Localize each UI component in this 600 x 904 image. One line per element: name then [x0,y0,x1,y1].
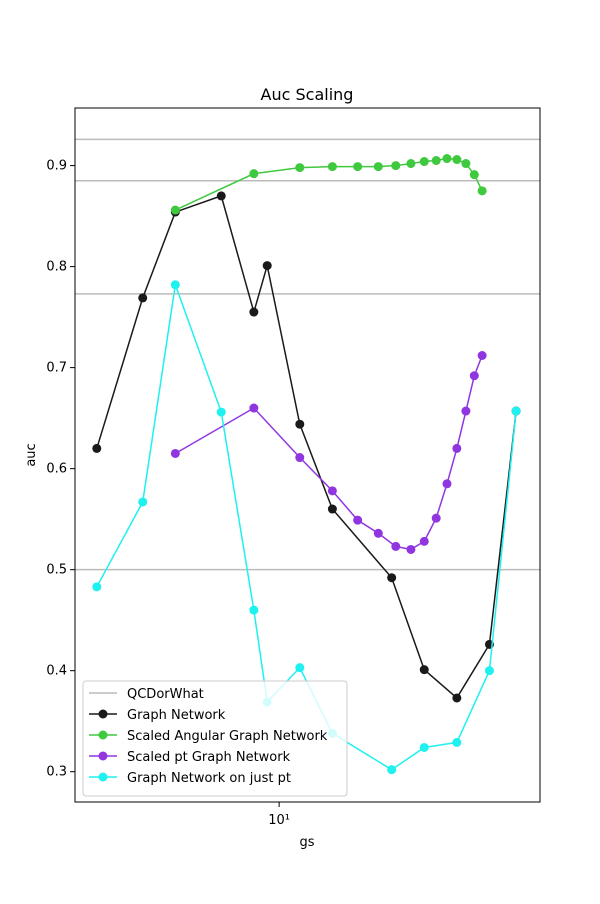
y-tick-label: 0.6 [46,462,67,477]
marker [419,742,429,752]
marker [249,403,259,413]
marker [138,497,148,507]
marker [452,443,462,453]
marker [461,159,471,169]
marker [373,162,383,172]
legend-marker [98,709,108,719]
y-tick-label: 0.3 [46,765,67,780]
marker [327,486,337,496]
marker [469,371,479,381]
marker [477,186,487,196]
y-axis-label: auc [24,443,39,466]
chart-title: Auc Scaling [261,85,354,104]
plot-frame [74,107,541,803]
y-tick-label: 0.4 [46,664,67,679]
marker [295,163,305,173]
y-tick-label: 0.9 [46,159,67,174]
marker [442,154,452,164]
marker [216,191,226,201]
y-tick-label: 0.5 [46,563,67,578]
marker [469,170,479,180]
marker [391,161,401,171]
marker [406,159,416,169]
marker [406,544,416,554]
marker [295,453,305,463]
marker [295,663,305,673]
marker [353,162,363,172]
marker [431,513,441,523]
marker [249,307,259,317]
marker [327,162,337,172]
marker [391,541,401,551]
marker [170,280,180,290]
marker [431,156,441,166]
marker [295,419,305,429]
marker [419,665,429,675]
marker [452,155,462,165]
marker [387,765,397,775]
marker [249,169,259,179]
marker [92,443,102,453]
marker [373,528,383,538]
marker [419,157,429,167]
legend-marker [98,772,108,782]
marker [442,479,452,489]
legend-box [82,680,348,797]
marker [353,515,363,525]
marker [419,536,429,546]
marker [452,737,462,747]
marker [484,666,494,676]
x-axis-label: gs [299,835,314,850]
y-tick-label: 0.7 [46,361,67,376]
legend-marker [98,751,108,761]
marker [249,605,259,615]
marker [92,582,102,592]
y-tick-label: 0.8 [46,260,67,275]
legend-label: Scaled Angular Graph Network [127,729,328,744]
marker [170,448,180,458]
marker [477,350,487,360]
marker [262,261,272,271]
marker [170,205,180,215]
legend-label: Graph Network [127,708,226,723]
x-tick-label: 10¹ [268,813,290,828]
legend-label: Scaled pt Graph Network [127,750,291,765]
legend-marker [98,730,108,740]
marker [138,293,148,303]
legend-label: Graph Network on just pt [127,771,291,786]
marker [511,406,521,416]
marker [387,573,397,583]
marker [216,407,226,417]
marker [461,406,471,416]
marker [452,693,462,703]
marker [327,504,337,514]
legend-label: QCDorWhat [127,687,204,702]
